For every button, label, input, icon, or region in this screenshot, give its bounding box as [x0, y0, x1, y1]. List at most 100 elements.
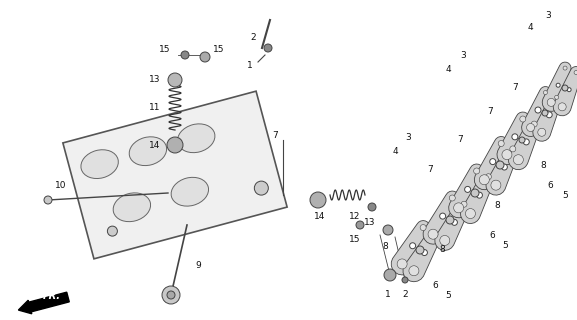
Circle shape: [167, 137, 183, 153]
Circle shape: [574, 70, 577, 75]
Circle shape: [523, 139, 529, 145]
Text: 2: 2: [402, 290, 408, 299]
Polygon shape: [542, 62, 571, 111]
Circle shape: [440, 213, 445, 219]
Text: 13: 13: [148, 76, 160, 84]
Circle shape: [535, 107, 541, 113]
Circle shape: [421, 250, 428, 256]
Polygon shape: [522, 87, 552, 136]
Text: 8: 8: [494, 201, 500, 210]
Text: 8: 8: [540, 161, 546, 170]
Text: 7: 7: [512, 84, 518, 92]
Circle shape: [474, 168, 479, 174]
Circle shape: [446, 216, 454, 224]
Circle shape: [496, 161, 504, 169]
Circle shape: [449, 195, 455, 201]
Text: 4: 4: [527, 23, 533, 33]
Text: 8: 8: [382, 242, 388, 251]
Circle shape: [440, 236, 450, 245]
Text: 9: 9: [195, 260, 201, 269]
Circle shape: [384, 269, 396, 281]
Circle shape: [542, 110, 548, 116]
Polygon shape: [391, 220, 430, 275]
Circle shape: [562, 85, 568, 91]
Circle shape: [546, 112, 552, 118]
Ellipse shape: [178, 124, 215, 153]
Circle shape: [416, 246, 424, 254]
Text: 4: 4: [392, 148, 398, 156]
Polygon shape: [497, 112, 530, 164]
Circle shape: [554, 95, 559, 99]
Circle shape: [368, 203, 376, 211]
Circle shape: [485, 174, 492, 180]
Polygon shape: [508, 117, 541, 170]
Polygon shape: [553, 67, 577, 116]
Circle shape: [466, 209, 475, 219]
Circle shape: [567, 88, 571, 92]
Circle shape: [454, 203, 464, 213]
Polygon shape: [533, 91, 563, 141]
Text: 5: 5: [502, 241, 508, 250]
Circle shape: [510, 146, 516, 152]
Text: 1: 1: [385, 290, 391, 299]
Circle shape: [44, 196, 52, 204]
Circle shape: [410, 243, 415, 249]
Circle shape: [556, 83, 560, 87]
Text: 3: 3: [545, 11, 551, 20]
Text: 8: 8: [439, 245, 445, 254]
Circle shape: [402, 277, 408, 283]
Circle shape: [563, 66, 567, 70]
Text: 3: 3: [460, 51, 466, 60]
Circle shape: [471, 189, 479, 197]
Text: FR.: FR.: [43, 291, 61, 301]
Circle shape: [490, 159, 496, 164]
Text: 6: 6: [432, 281, 438, 290]
Polygon shape: [403, 228, 442, 282]
Circle shape: [498, 140, 504, 147]
Polygon shape: [486, 142, 520, 195]
Circle shape: [514, 155, 523, 165]
Polygon shape: [435, 197, 471, 251]
Text: 11: 11: [148, 103, 160, 113]
Text: 15: 15: [159, 45, 170, 54]
Circle shape: [502, 150, 512, 160]
Circle shape: [558, 103, 566, 111]
Circle shape: [397, 259, 407, 269]
Polygon shape: [474, 137, 508, 190]
Circle shape: [451, 219, 458, 225]
Circle shape: [432, 231, 438, 237]
Circle shape: [547, 98, 555, 106]
Polygon shape: [423, 191, 459, 244]
Text: 6: 6: [547, 180, 553, 189]
Ellipse shape: [113, 193, 151, 222]
Ellipse shape: [129, 137, 167, 165]
Text: 7: 7: [457, 135, 463, 145]
Circle shape: [527, 124, 534, 132]
Circle shape: [479, 175, 489, 185]
Text: 12: 12: [349, 212, 361, 221]
Circle shape: [520, 116, 526, 122]
Circle shape: [356, 221, 364, 229]
Circle shape: [464, 187, 471, 192]
Circle shape: [168, 73, 182, 87]
Ellipse shape: [81, 150, 118, 179]
Polygon shape: [460, 170, 496, 224]
Circle shape: [531, 121, 537, 127]
Text: 15: 15: [213, 45, 224, 54]
Polygon shape: [449, 164, 484, 218]
Text: 15: 15: [349, 235, 361, 244]
Circle shape: [544, 91, 548, 94]
Text: 14: 14: [149, 140, 160, 149]
Circle shape: [512, 134, 518, 140]
Circle shape: [477, 192, 482, 198]
Circle shape: [420, 225, 426, 231]
Circle shape: [264, 44, 272, 52]
Circle shape: [538, 128, 546, 136]
Circle shape: [519, 137, 525, 143]
Circle shape: [501, 164, 507, 170]
Text: 7: 7: [272, 131, 278, 140]
Circle shape: [181, 51, 189, 59]
Circle shape: [167, 291, 175, 299]
Text: 7: 7: [487, 108, 493, 116]
Circle shape: [409, 266, 419, 276]
